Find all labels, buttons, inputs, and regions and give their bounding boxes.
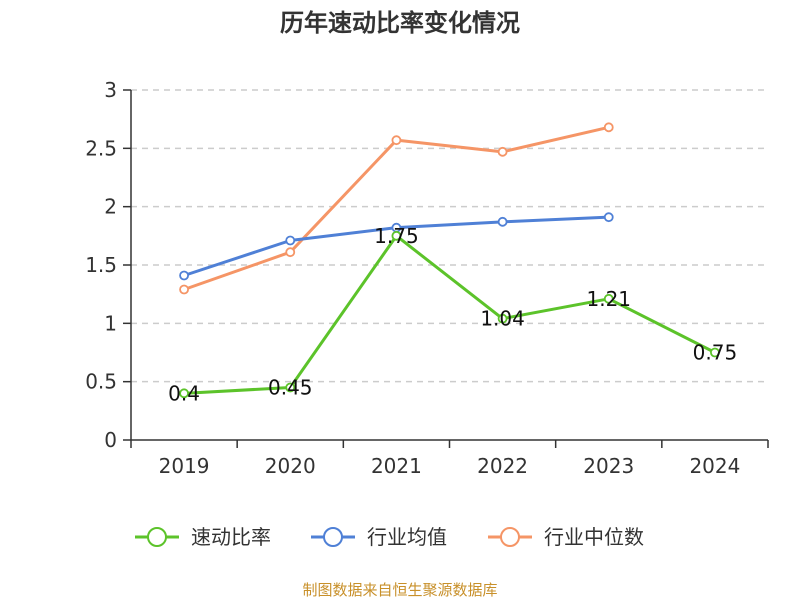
legend: 速动比率 行业均值 行业中位数 bbox=[135, 525, 644, 549]
y-tick-label: 1 bbox=[104, 311, 117, 335]
data-point bbox=[603, 122, 614, 133]
data-point bbox=[179, 284, 189, 295]
series-2 bbox=[179, 122, 614, 295]
data-point bbox=[497, 146, 508, 157]
data-point bbox=[497, 216, 508, 227]
data-label: 1.04 bbox=[480, 307, 525, 331]
axes: 0 0.5 1 1.5 2 2.5 3 2019 2020 2021 2022 2023 2024 bbox=[85, 78, 769, 478]
series-layer: 0.4 0.45 1.75 1.04 1.21 0.75 bbox=[168, 122, 737, 406]
series-1 bbox=[179, 212, 614, 281]
data-point bbox=[179, 388, 189, 399]
data-point bbox=[285, 235, 296, 246]
legend-marker bbox=[500, 527, 520, 547]
legend-label: 行业中位数 bbox=[544, 525, 644, 549]
data-point bbox=[603, 293, 614, 304]
source-note: 制图数据来自恒生聚源数据库 bbox=[302, 581, 497, 599]
data-point bbox=[285, 382, 296, 393]
x-tick-label: 2024 bbox=[689, 454, 740, 478]
legend-marker bbox=[147, 527, 167, 547]
legend-item-0[interactable]: 速动比率 bbox=[135, 525, 271, 549]
y-tick-label: 2 bbox=[104, 195, 117, 219]
x-tick-label: 2022 bbox=[477, 454, 528, 478]
series-line bbox=[184, 234, 716, 395]
data-point bbox=[179, 270, 189, 281]
legend-item-2[interactable]: 行业中位数 bbox=[488, 525, 644, 549]
y-tick-label: 1.5 bbox=[85, 253, 117, 277]
data-point bbox=[497, 313, 508, 324]
y-tick-label: 0 bbox=[104, 428, 117, 452]
y-tick-label: 2.5 bbox=[85, 136, 117, 160]
data-point bbox=[285, 247, 296, 258]
data-label: 0.45 bbox=[268, 376, 313, 400]
legend-label: 行业均值 bbox=[367, 525, 447, 549]
data-label: 1.21 bbox=[586, 287, 631, 311]
chart-title: 历年速动比率变化情况 bbox=[280, 9, 520, 37]
legend-item-1[interactable]: 行业均值 bbox=[311, 525, 447, 549]
x-tick-label: 2020 bbox=[265, 454, 316, 478]
data-label: 0.4 bbox=[168, 381, 200, 405]
data-point bbox=[391, 135, 402, 146]
data-point bbox=[603, 212, 614, 223]
y-tick-label: 0.5 bbox=[85, 370, 117, 394]
grid-lines bbox=[131, 89, 768, 383]
data-label: 1.75 bbox=[374, 224, 419, 248]
y-tick-label: 3 bbox=[104, 78, 117, 102]
data-point bbox=[710, 347, 720, 358]
data-point bbox=[391, 230, 402, 241]
data-label: 0.75 bbox=[693, 341, 738, 365]
legend-label: 速动比率 bbox=[191, 525, 271, 549]
legend-marker bbox=[323, 527, 343, 547]
x-tick-label: 2021 bbox=[371, 454, 422, 478]
x-tick-label: 2019 bbox=[159, 454, 210, 478]
series-0: 0.4 0.45 1.75 1.04 1.21 0.75 bbox=[168, 224, 737, 406]
x-tick-label: 2023 bbox=[583, 454, 634, 478]
